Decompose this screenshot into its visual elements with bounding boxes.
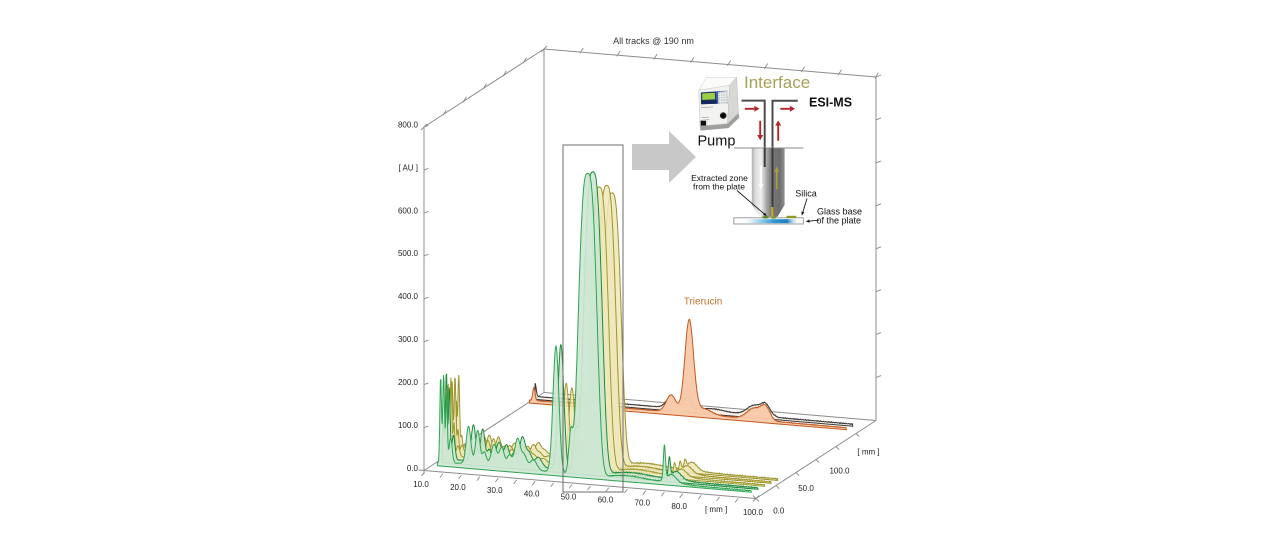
svg-text:Trierucin: Trierucin <box>684 297 723 308</box>
svg-text:400.0: 400.0 <box>398 292 419 301</box>
svg-text:50.0: 50.0 <box>798 484 814 493</box>
svg-text:200.0: 200.0 <box>398 378 419 387</box>
svg-text:500.0: 500.0 <box>398 249 419 258</box>
svg-text:20.0: 20.0 <box>450 483 466 492</box>
svg-text:[ mm ]: [ mm ] <box>705 505 727 514</box>
svg-text:Silica: Silica <box>795 189 817 199</box>
svg-text:10.0: 10.0 <box>413 480 429 489</box>
svg-text:0.0: 0.0 <box>407 464 419 473</box>
svg-text:100.0: 100.0 <box>743 508 764 517</box>
svg-text:Interface: Interface <box>744 73 810 92</box>
svg-text:50.0: 50.0 <box>561 492 577 501</box>
svg-text:100.0: 100.0 <box>829 466 850 475</box>
svg-text:800.0: 800.0 <box>398 120 419 129</box>
svg-text:[ AU ]: [ AU ] <box>398 163 418 172</box>
svg-text:40.0: 40.0 <box>524 489 540 498</box>
svg-text:80.0: 80.0 <box>671 502 687 511</box>
svg-text:of the plate: of the plate <box>817 216 862 226</box>
svg-text:60.0: 60.0 <box>598 496 614 505</box>
svg-text:70.0: 70.0 <box>635 499 651 508</box>
svg-text:30.0: 30.0 <box>487 486 503 495</box>
svg-text:All tracks @ 190 nm: All tracks @ 190 nm <box>613 36 694 46</box>
svg-text:ESI-MS: ESI-MS <box>809 96 852 110</box>
svg-text:[ mm ]: [ mm ] <box>857 447 879 456</box>
svg-text:600.0: 600.0 <box>398 206 419 215</box>
svg-text:from the plate: from the plate <box>693 182 745 192</box>
svg-text:100.0: 100.0 <box>398 421 419 430</box>
svg-text:Pump: Pump <box>698 134 736 150</box>
svg-text:300.0: 300.0 <box>398 335 419 344</box>
svg-text:0.0: 0.0 <box>773 507 785 516</box>
